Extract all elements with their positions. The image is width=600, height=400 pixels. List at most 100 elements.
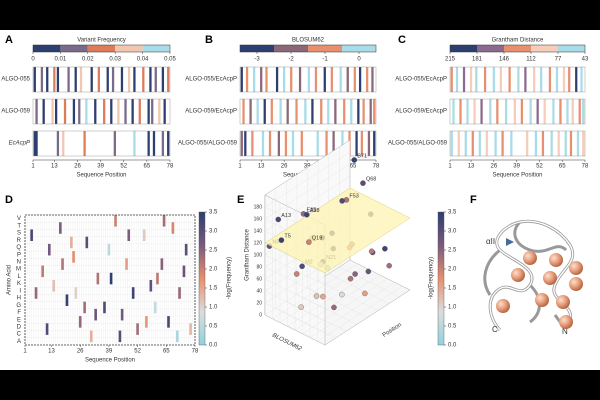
stripe xyxy=(562,67,566,92)
heatmap-cell xyxy=(70,236,73,249)
stripe xyxy=(251,131,254,156)
stripe xyxy=(62,131,65,156)
heatmap-cell xyxy=(59,222,62,234)
heatmap-cell xyxy=(131,287,135,299)
stripe xyxy=(346,67,349,92)
stripe xyxy=(67,67,70,92)
colorbar-tick-label: 112 xyxy=(526,57,536,63)
colorbar-tick-label: -1 xyxy=(322,57,328,63)
sphere xyxy=(523,251,537,265)
heatmap-cell xyxy=(94,308,97,321)
stripe xyxy=(54,99,58,124)
point xyxy=(347,275,354,282)
stripe xyxy=(138,99,141,124)
heatmap-cell xyxy=(89,330,93,343)
stripe xyxy=(127,67,131,92)
stripe xyxy=(40,67,44,92)
panel-label: F xyxy=(470,194,477,206)
x-tick-label: 13 xyxy=(258,164,265,170)
stripe xyxy=(459,99,462,124)
x-tick-label: 78 xyxy=(582,164,589,170)
row-frame xyxy=(239,66,377,93)
stripe xyxy=(450,131,453,156)
stripe xyxy=(256,99,259,124)
stripe xyxy=(149,67,152,92)
y-tick-label: N xyxy=(17,260,21,266)
x-tick-label: 78 xyxy=(192,349,199,355)
point-label: Q68 xyxy=(366,177,376,183)
stripe xyxy=(307,67,311,92)
stripe xyxy=(325,131,328,156)
grid-line xyxy=(264,259,351,346)
stripe xyxy=(464,131,467,156)
colorbar-tick-label: 181 xyxy=(472,57,483,63)
heatmap-cell xyxy=(149,280,153,292)
point xyxy=(304,211,310,218)
heatmap-cell xyxy=(145,316,148,328)
x-axis-label: Sequence Position xyxy=(85,358,135,364)
colorbar-tick-label: -3 xyxy=(254,57,260,63)
stripe xyxy=(79,67,83,92)
heatmap-cell xyxy=(136,323,139,335)
heatmap-cell xyxy=(127,229,131,241)
stripe xyxy=(517,67,520,92)
sphere xyxy=(569,261,583,275)
stripe xyxy=(582,131,585,156)
x-tick-label: 52 xyxy=(120,164,127,170)
grid-line xyxy=(318,280,379,311)
row-frame xyxy=(239,98,377,125)
row-frame xyxy=(449,98,586,125)
y-tick-label: S xyxy=(17,231,21,237)
y-tick-label: R xyxy=(17,238,22,244)
stripe xyxy=(131,99,134,124)
row-frame xyxy=(449,130,586,157)
stripe xyxy=(578,99,581,124)
row-label: ALGO-055/EcAcpP xyxy=(185,77,237,83)
panel-label: E xyxy=(237,194,244,206)
colorbar-segment xyxy=(274,45,308,52)
colorbar-tick-label: 215 xyxy=(445,57,456,63)
heatmap-cell xyxy=(176,330,179,343)
stripe xyxy=(480,99,483,124)
stripe xyxy=(147,131,150,156)
point xyxy=(306,239,312,245)
colorbar-segment xyxy=(115,45,143,52)
row-label: ALGO-055/EcAcpP xyxy=(395,77,447,83)
point xyxy=(313,293,320,299)
stripe xyxy=(295,99,298,124)
point xyxy=(331,304,337,311)
stripe xyxy=(457,131,460,156)
z-tick-label: 100 xyxy=(254,252,263,258)
stripe xyxy=(501,131,504,156)
helix-label: αII xyxy=(486,237,495,246)
stripe xyxy=(161,131,165,156)
y-tick-label: I xyxy=(19,288,21,294)
colorbar-segment xyxy=(558,45,585,52)
stripe xyxy=(373,131,376,156)
colorbar-tick-label: 3.5 xyxy=(448,210,457,216)
x-tick-label: 26 xyxy=(77,349,84,355)
y-tick-label: L xyxy=(18,274,22,280)
stripe xyxy=(494,131,497,156)
z-axis-label: Grantham Distance xyxy=(245,229,251,281)
stripe xyxy=(51,99,54,124)
x-tick-label: 78 xyxy=(373,164,380,170)
sphere xyxy=(569,277,583,291)
stripe xyxy=(564,131,567,156)
stripe xyxy=(580,67,583,92)
heatmap-cell xyxy=(142,229,146,241)
colorbar-tick-label: 0.05 xyxy=(164,57,176,63)
grid-line xyxy=(294,274,381,331)
sphere xyxy=(559,315,573,329)
colorbar xyxy=(437,211,445,346)
point xyxy=(352,271,358,277)
z-tick-label: 60 xyxy=(256,276,262,282)
stripe xyxy=(106,67,109,92)
stripe xyxy=(576,131,580,156)
row-label: ALGO-059/EcAcpP xyxy=(185,109,237,115)
x-tick-label: 78 xyxy=(167,164,174,170)
x-tick-label: 13 xyxy=(48,349,55,355)
x-tick-label: 13 xyxy=(51,164,58,170)
stripe xyxy=(124,99,127,124)
point xyxy=(298,304,304,310)
